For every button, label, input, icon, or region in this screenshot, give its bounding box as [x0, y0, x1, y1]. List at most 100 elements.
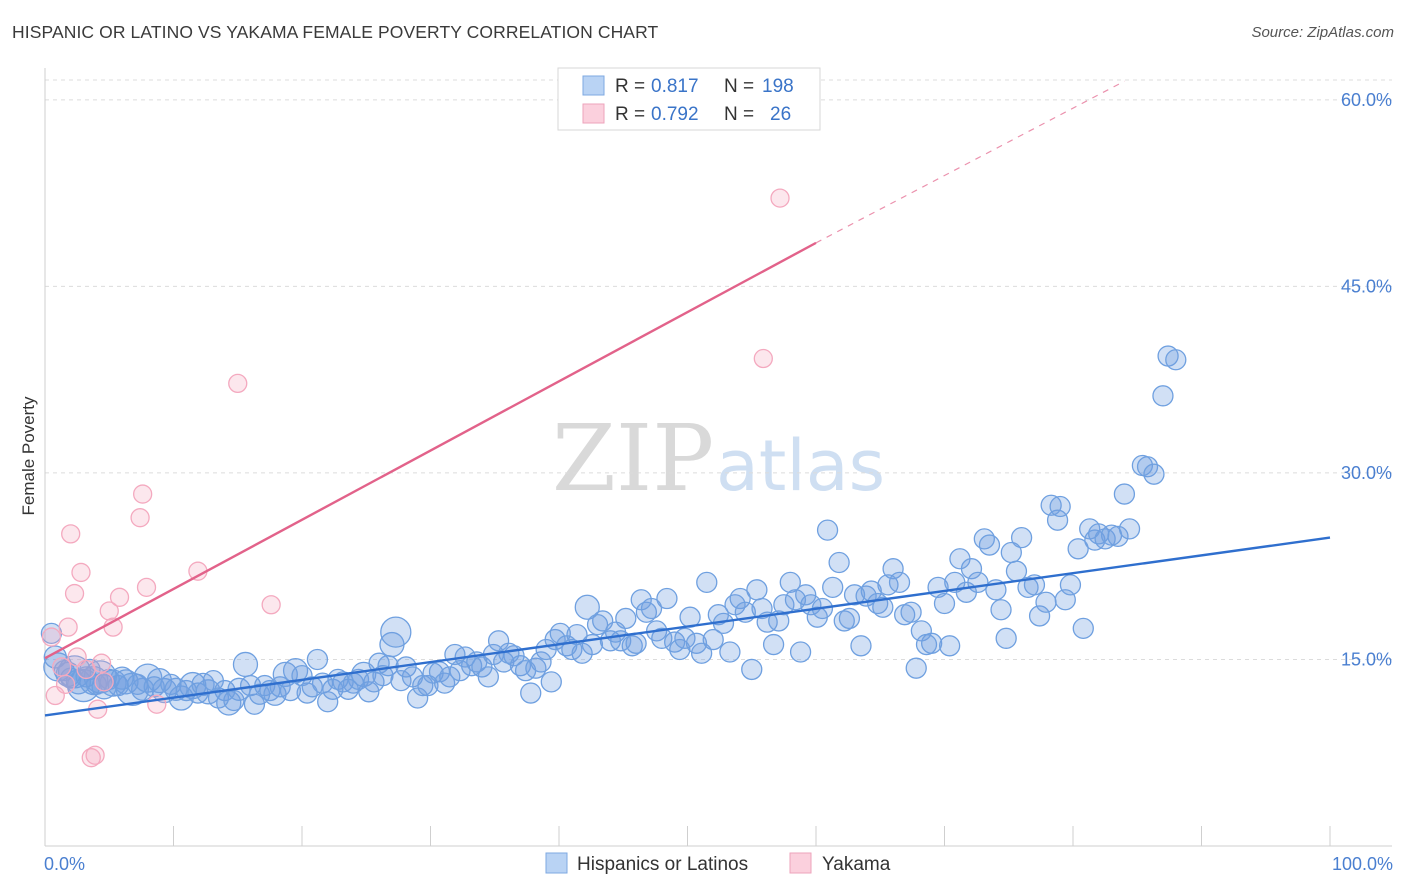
- watermark-zip: ZIP: [552, 405, 714, 512]
- point-yakama: [64, 583, 85, 604]
- point-hispanic: [540, 671, 562, 693]
- point-hispanic: [1152, 385, 1174, 407]
- point-hispanic: [1072, 617, 1094, 640]
- point-yakama: [94, 672, 114, 692]
- point-yakama: [61, 524, 81, 544]
- bottom-legend-label-yakama: Yakama: [822, 854, 891, 875]
- point-hispanic: [773, 594, 795, 616]
- point-hispanic: [1046, 509, 1069, 531]
- point-hispanic: [822, 576, 844, 598]
- point-hispanic: [746, 579, 768, 601]
- point-yakama: [41, 627, 62, 647]
- point-hispanic: [1028, 605, 1051, 627]
- trend-line-hispanic: [44, 536, 1331, 717]
- point-hispanic: [741, 658, 763, 681]
- trend-line-yakama-extension: [815, 80, 1125, 244]
- x-tick-labels: 0.0% 100.0%: [44, 854, 1393, 874]
- point-hispanic: [921, 632, 943, 654]
- watermark-atlas: atlas: [716, 425, 885, 507]
- point-hispanic: [317, 691, 339, 713]
- point-hispanic: [640, 597, 663, 620]
- point-yakama: [136, 577, 157, 597]
- y-axis-label: Female Poverty: [19, 396, 38, 516]
- point-yakama: [770, 188, 790, 208]
- point-hispanic: [888, 571, 911, 594]
- point-hispanic: [1049, 495, 1071, 518]
- point-hispanic: [520, 682, 542, 704]
- point-yakama: [753, 348, 773, 369]
- point-yakama: [228, 373, 248, 394]
- series-hispanic-points: [40, 345, 1187, 716]
- legend-n-label-hispanic: N =: [724, 76, 754, 97]
- grid-lines: [45, 79, 1392, 660]
- axes: [44, 68, 1392, 847]
- point-hispanic: [1010, 526, 1033, 549]
- point-hispanic: [669, 638, 691, 661]
- point-hispanic: [651, 627, 673, 649]
- point-yakama: [55, 674, 76, 694]
- point-hispanic: [795, 584, 817, 606]
- x-tick-label: 100.0%: [1332, 854, 1393, 874]
- point-hispanic: [905, 657, 927, 679]
- point-hispanic: [789, 641, 812, 663]
- bottom-legend: Hispanics or Latinos Yakama: [545, 852, 891, 875]
- point-hispanic: [690, 642, 713, 664]
- point-hispanic: [838, 607, 861, 630]
- point-hispanic: [243, 693, 266, 715]
- legend-r-hispanic: 0.817: [651, 76, 699, 97]
- point-hispanic: [729, 587, 751, 610]
- point-hispanic: [768, 610, 790, 632]
- x-tick-label: 0.0%: [44, 854, 85, 874]
- point-yakama: [85, 745, 105, 765]
- point-hispanic: [850, 635, 872, 657]
- point-hispanic: [621, 635, 643, 657]
- point-hispanic: [115, 672, 150, 706]
- point-hispanic: [702, 628, 724, 651]
- point-hispanic: [380, 616, 412, 648]
- point-hispanic: [882, 558, 904, 580]
- bottom-legend-label-hispanic: Hispanics or Latinos: [577, 854, 748, 875]
- point-yakama: [130, 508, 150, 528]
- y-tick-label: 15.0%: [1341, 649, 1392, 669]
- point-hispanic: [719, 641, 741, 663]
- point-hispanic: [615, 607, 637, 630]
- trend-lines: [44, 80, 1331, 717]
- point-hispanic: [843, 584, 866, 606]
- trend-line-yakama: [44, 241, 817, 660]
- point-hispanic: [1107, 525, 1129, 548]
- point-hispanic: [223, 689, 245, 712]
- point-hispanic: [232, 651, 259, 678]
- point-hispanic: [351, 661, 377, 688]
- point-hispanic: [685, 632, 708, 654]
- point-hispanic: [816, 519, 839, 541]
- legend-n-hispanic: 198: [762, 76, 794, 97]
- point-hispanic: [1035, 591, 1057, 613]
- chart-title: HISPANIC OR LATINO VS YAKAMA FEMALE POVE…: [12, 22, 659, 42]
- point-yakama: [58, 617, 78, 637]
- point-yakama: [52, 657, 72, 677]
- point-hispanic: [439, 666, 461, 688]
- legend-n-label-yakama: N =: [724, 104, 754, 125]
- point-hispanic: [978, 534, 1001, 556]
- legend-swatch-yakama: [582, 103, 605, 124]
- y-tick-label: 45.0%: [1341, 276, 1392, 296]
- point-yakama: [109, 587, 130, 607]
- legend-r-yakama: 0.792: [651, 104, 699, 125]
- point-hispanic: [995, 627, 1017, 649]
- point-hispanic: [872, 596, 894, 618]
- point-hispanic: [358, 681, 380, 703]
- point-hispanic: [530, 651, 552, 673]
- y-tick-label: 60.0%: [1341, 90, 1392, 110]
- point-hispanic: [1067, 538, 1089, 560]
- point-hispanic: [779, 571, 801, 594]
- legend: R = 0.817 N = 198 R = 0.792 N = 26: [557, 67, 821, 131]
- point-yakama: [133, 484, 153, 504]
- point-yakama: [261, 595, 281, 615]
- point-hispanic: [828, 551, 850, 574]
- series-yakama-points: [41, 188, 790, 768]
- point-hispanic: [933, 592, 956, 615]
- legend-r-label-hispanic: R =: [615, 76, 645, 97]
- point-hispanic: [1118, 518, 1141, 540]
- point-hispanic: [574, 594, 600, 620]
